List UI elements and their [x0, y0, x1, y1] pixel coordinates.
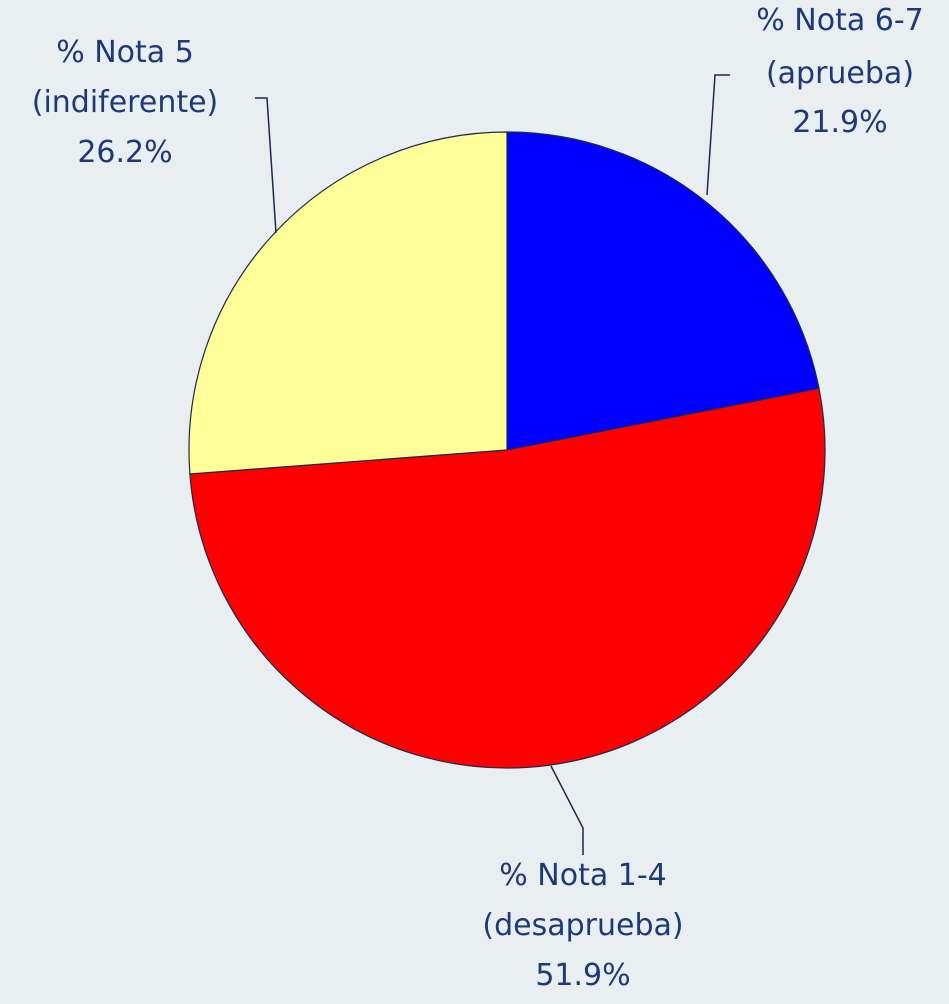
value-label: 26.2% — [77, 135, 172, 170]
leader-line — [706, 74, 730, 196]
value-label: 21.9% — [792, 105, 887, 140]
value-label: 51.9% — [535, 958, 630, 993]
leader-line — [255, 97, 277, 234]
leader-line — [550, 765, 584, 855]
slice-label: % Nota 1-4 (desaprueba) — [482, 858, 683, 943]
slice-label: % Nota 6-7 (aprueba) — [756, 3, 924, 91]
pie-slice — [189, 387, 826, 769]
slice-label: % Nota 5 (indiferente) — [32, 35, 219, 120]
pie-slice — [506, 131, 820, 451]
pie-slice — [188, 131, 508, 475]
